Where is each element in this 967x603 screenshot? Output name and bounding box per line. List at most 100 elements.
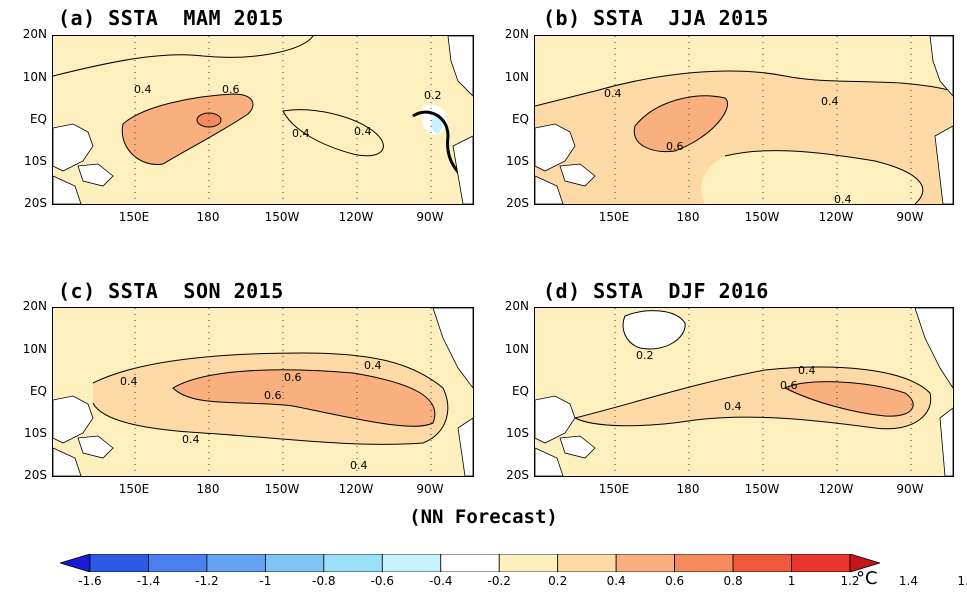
lon-label: 180 — [196, 482, 220, 496]
panel-title: (a) SSTA MAM 2015 — [58, 6, 284, 30]
colorbar-tick-label: -1.2 — [195, 574, 219, 588]
colorbar-tick-label: -0.2 — [487, 574, 511, 588]
lat-label: 10N — [22, 70, 47, 84]
lon-label: 90W — [416, 210, 444, 224]
contour-label: 0.2 — [636, 349, 654, 362]
colorbar-tick-label: 1 — [787, 574, 796, 588]
lon-label: 180 — [676, 210, 700, 224]
contour-label: 0.4 — [134, 83, 152, 96]
contour-label: 0.4 — [292, 127, 310, 140]
contour-label: 0.6 — [780, 379, 798, 392]
contour-label: 0.6 — [222, 83, 240, 96]
colorbar-segment — [498, 554, 559, 572]
map-panel-d — [534, 307, 954, 477]
contour-label: 0.4 — [834, 193, 852, 203]
lon-label: 90W — [416, 482, 444, 496]
contour-labels-b: 0.4 0.6 0.4 0.4 — [604, 87, 852, 203]
colorbar-tick-label: -1.4 — [136, 574, 161, 588]
colorbar-tick-label: -1 — [259, 574, 272, 588]
lon-label: 90W — [896, 482, 924, 496]
colorbar-tick-label: 0.8 — [723, 574, 743, 588]
contour-labels-a: 0.4 0.6 0.4 0.4 0.2 — [134, 83, 442, 140]
lat-label: 20S — [506, 196, 529, 210]
colorbar-segment — [440, 554, 500, 572]
lat-label: 10S — [24, 154, 47, 168]
panel-title: (d) SSTA DJF 2016 — [543, 279, 769, 303]
lat-label: 20N — [504, 299, 529, 313]
map-panel-a — [52, 35, 474, 205]
colorbar-segment — [849, 554, 880, 572]
map-panel-c — [52, 307, 474, 477]
contour-labels-d: 0.2 0.4 0.6 0.4 — [636, 349, 816, 413]
colorbar-tick-label: -0.8 — [312, 574, 336, 588]
lat-label: 20N — [22, 27, 47, 41]
colorbar-tick-label: 0.6 — [665, 574, 685, 588]
lat-label: EQ — [511, 112, 529, 126]
lon-label: 150E — [118, 210, 150, 224]
lat-label: 20S — [24, 468, 47, 482]
lon-label: 120W — [338, 482, 374, 496]
lat-label: 20N — [22, 299, 47, 313]
lon-label: 150E — [598, 482, 630, 496]
colorbar-unit: °C — [856, 568, 878, 589]
lat-label: EQ — [511, 384, 529, 398]
lon-label: 120W — [338, 210, 374, 224]
contour-label: 0.6 — [264, 389, 282, 402]
lat-label: 10S — [506, 426, 529, 440]
colorbar-segment — [89, 554, 149, 572]
contour-label: 0.4 — [604, 87, 622, 100]
lon-label: 150W — [744, 210, 780, 224]
colorbar-tick-label: 0.2 — [548, 574, 568, 588]
colorbar-segment — [381, 554, 442, 572]
lon-label: 150W — [744, 482, 780, 496]
contour-label: 0.4 — [724, 400, 742, 413]
lat-label: 10S — [506, 154, 529, 168]
contour-label: 0.6 — [666, 140, 684, 153]
colorbar-tick-label: 1.6 — [957, 574, 967, 588]
colorbar-segment — [148, 554, 208, 572]
contour-label: 0.4 — [798, 364, 816, 377]
colorbar — [60, 554, 880, 572]
contour-label: 0.4 — [364, 359, 382, 372]
contour-label: 0.2 — [424, 89, 442, 102]
colorbar-segment — [615, 554, 676, 572]
lon-label: 180 — [676, 482, 700, 496]
colorbar-segment — [323, 554, 383, 572]
lat-label: EQ — [29, 384, 47, 398]
colorbar-segment — [557, 554, 617, 572]
lat-label: 10N — [504, 70, 529, 84]
colorbar-tick-label: 0.4 — [606, 574, 626, 588]
lon-label: 150E — [598, 210, 630, 224]
colorbar-tick-label: -0.4 — [429, 574, 453, 588]
lat-label: 10S — [24, 426, 47, 440]
panel-title: (b) SSTA JJA 2015 — [543, 6, 769, 30]
lon-label: 90W — [896, 210, 924, 224]
colorbar-tick-label: 1.2 — [840, 574, 860, 588]
lat-label: EQ — [29, 112, 47, 126]
colorbar-tick-label: 1.4 — [898, 574, 918, 588]
lon-label: 120W — [818, 210, 854, 224]
lon-label: 180 — [196, 210, 220, 224]
map-panel-b — [534, 35, 954, 205]
panel-title: (c) SSTA SON 2015 — [58, 279, 284, 303]
colorbar-segment — [206, 554, 266, 572]
colorbar-segment — [791, 554, 851, 572]
contour-label: 0.4 — [354, 125, 372, 138]
contour-label: 0.4 — [821, 95, 839, 108]
lat-label: 20S — [506, 468, 529, 482]
contour-labels-c: 0.4 0.6 0.6 0.4 0.4 0.4 — [120, 359, 382, 472]
lat-label: 20S — [24, 196, 47, 210]
lon-label: 150W — [264, 210, 300, 224]
colorbar-segment — [264, 554, 325, 572]
contour-label: 0.4 — [182, 433, 200, 446]
colorbar-tick-label: -1.6 — [78, 574, 102, 588]
lat-label: 20N — [504, 27, 529, 41]
lat-label: 10N — [504, 342, 529, 356]
lon-label: 120W — [818, 482, 854, 496]
contour-label: 0.4 — [120, 375, 138, 388]
colorbar-tick-label: -0.6 — [370, 574, 394, 588]
colorbar-segment — [60, 554, 91, 572]
colorbar-segment — [674, 554, 734, 572]
contour-label: 0.4 — [350, 459, 368, 472]
lon-label: 150E — [118, 482, 150, 496]
